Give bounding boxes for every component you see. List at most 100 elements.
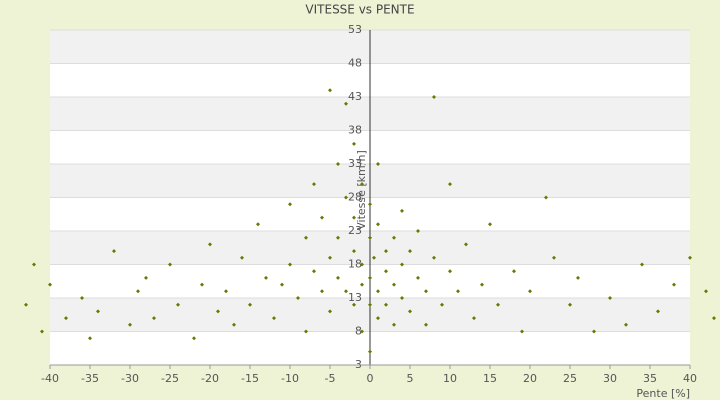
- point: [344, 195, 348, 200]
- x-tick-label: -5: [325, 372, 336, 385]
- point: [376, 316, 380, 321]
- point: [528, 289, 532, 294]
- y-tick-label: 48: [348, 57, 362, 70]
- y-tick-label: 23: [348, 224, 362, 237]
- point: [96, 309, 100, 314]
- x-tick-label: -15: [241, 372, 259, 385]
- point: [328, 88, 332, 93]
- y-tick-label: 28: [348, 191, 362, 204]
- point: [368, 275, 372, 280]
- y-tick-label: 43: [348, 90, 362, 103]
- point: [416, 229, 420, 233]
- point: [576, 275, 580, 280]
- x-tick-label: 35: [643, 372, 657, 385]
- point: [64, 316, 68, 321]
- point: [80, 296, 84, 300]
- x-axis-label: Pente [%]: [636, 387, 690, 400]
- point: [408, 309, 412, 314]
- point: [392, 282, 396, 287]
- point: [400, 262, 404, 267]
- point: [424, 322, 428, 327]
- x-tick-label: -25: [161, 372, 179, 385]
- point: [368, 349, 372, 354]
- point: [608, 296, 612, 300]
- point: [304, 329, 308, 334]
- point: [688, 255, 692, 260]
- point: [376, 289, 380, 294]
- point: [40, 329, 44, 334]
- point: [488, 222, 492, 227]
- point: [168, 262, 172, 267]
- point: [376, 162, 380, 166]
- x-tick-label: 15: [483, 372, 497, 385]
- point: [392, 322, 396, 327]
- point: [344, 101, 348, 106]
- point: [312, 269, 316, 274]
- point: [624, 322, 628, 327]
- point: [208, 242, 212, 247]
- point: [544, 195, 548, 200]
- point: [712, 316, 716, 321]
- point: [144, 275, 148, 280]
- x-tick-label: -40: [41, 372, 59, 385]
- point: [568, 302, 572, 307]
- point: [520, 329, 524, 334]
- point: [336, 275, 340, 280]
- x-tick-label: -10: [281, 372, 299, 385]
- x-tick-label: 5: [407, 372, 414, 385]
- point: [464, 242, 468, 247]
- y-tick-label: 8: [355, 325, 362, 338]
- point: [352, 249, 356, 254]
- point: [128, 322, 132, 327]
- x-tick-label: 25: [563, 372, 577, 385]
- y-tick-label: 18: [348, 258, 362, 271]
- point: [656, 309, 660, 314]
- point: [360, 282, 364, 287]
- point: [176, 302, 180, 307]
- point: [432, 95, 436, 99]
- point: [408, 249, 412, 254]
- x-tick-label: 10: [443, 372, 457, 385]
- point: [352, 141, 356, 146]
- point: [496, 302, 500, 307]
- point: [256, 222, 260, 227]
- y-axis-label: Vitesse [km/h]: [355, 150, 368, 230]
- point: [136, 289, 140, 294]
- point: [384, 302, 388, 307]
- point: [320, 289, 324, 294]
- x-tick-label: 30: [603, 372, 617, 385]
- x-tick-label: -20: [201, 372, 219, 385]
- y-tick-label: 53: [348, 23, 362, 36]
- point: [88, 336, 92, 341]
- point: [368, 202, 372, 207]
- point: [192, 336, 196, 341]
- point: [272, 316, 276, 321]
- point: [328, 309, 332, 314]
- point: [552, 255, 556, 260]
- point: [368, 302, 372, 307]
- x-tick-label: -35: [81, 372, 99, 385]
- point: [352, 302, 356, 307]
- point: [264, 275, 268, 280]
- point: [376, 222, 380, 227]
- point: [592, 329, 596, 334]
- point: [360, 329, 364, 334]
- point: [352, 215, 356, 220]
- point: [224, 289, 228, 294]
- chart-title: VITESSE vs PENTE: [305, 3, 414, 17]
- point: [280, 282, 284, 287]
- y-tick-label: 38: [348, 124, 362, 137]
- point: [400, 296, 404, 300]
- point: [336, 235, 340, 240]
- point: [432, 255, 436, 260]
- point: [448, 182, 452, 187]
- point: [672, 282, 676, 287]
- y-tick-label: 13: [348, 291, 362, 304]
- point: [424, 289, 428, 294]
- point: [48, 282, 52, 287]
- point: [200, 282, 204, 287]
- point: [456, 289, 460, 294]
- x-tick-label: 40: [683, 372, 697, 385]
- point: [248, 302, 252, 307]
